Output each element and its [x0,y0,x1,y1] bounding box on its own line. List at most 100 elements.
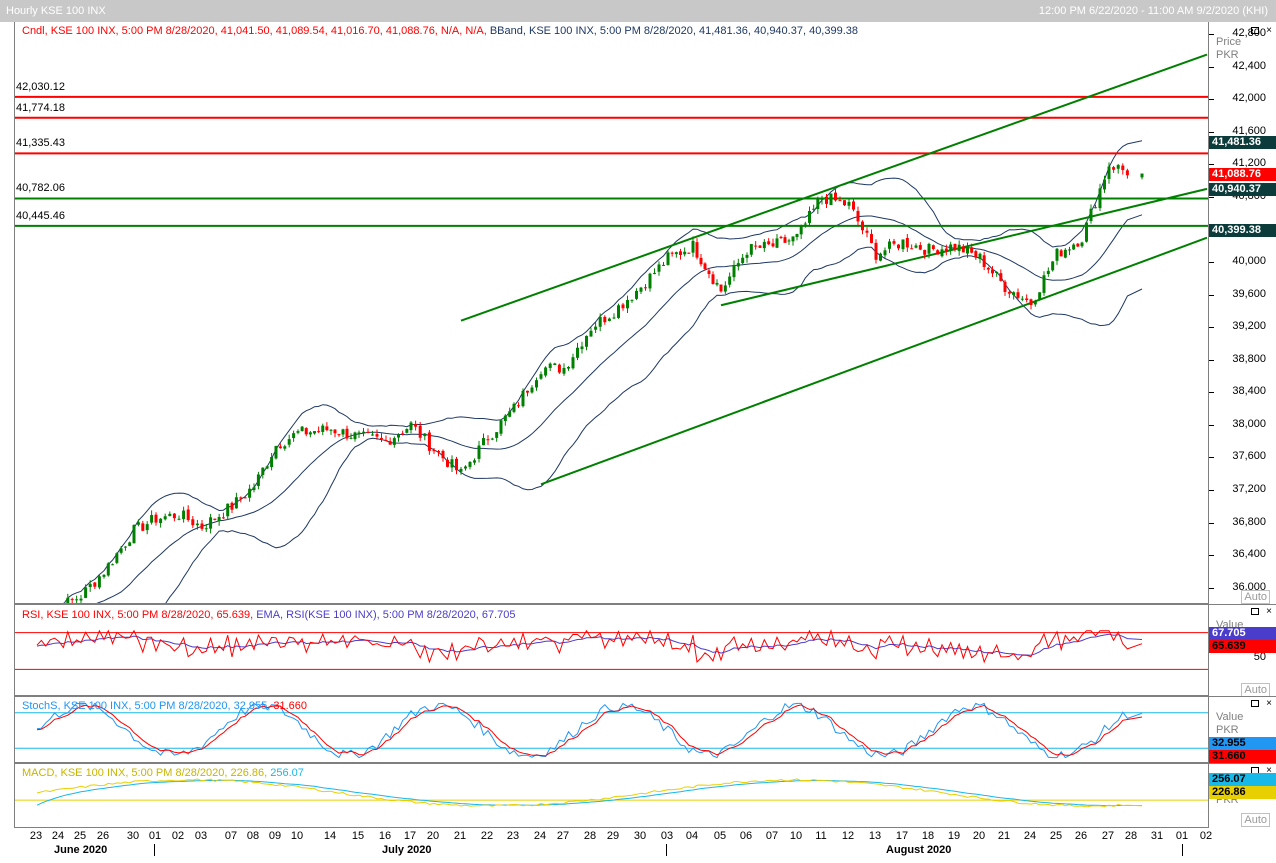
candle-body[interactable] [1116,165,1120,169]
candle-body[interactable] [995,271,999,274]
candle-body[interactable] [799,225,803,235]
candle-body[interactable] [585,335,588,347]
candle-body[interactable] [243,497,247,499]
candle-body[interactable] [317,431,321,433]
candle-body[interactable] [905,238,909,248]
candle-body[interactable] [999,273,1003,281]
candle-body[interactable] [918,245,922,250]
candle-body[interactable] [414,424,418,427]
candle-body[interactable] [418,425,422,438]
candle-body[interactable] [931,245,935,250]
candle-body[interactable] [535,380,538,388]
candle-body[interactable] [459,468,463,472]
candle-body[interactable] [795,233,799,238]
candle-body[interactable] [274,445,278,459]
macd-auto-button[interactable]: Auto [1241,813,1270,827]
candle-body[interactable] [265,466,269,469]
candle-body[interactable] [405,429,409,433]
candle-body[interactable] [723,285,727,292]
candle-body[interactable] [477,445,481,459]
candle-body[interactable] [239,497,243,499]
candle-body[interactable] [874,242,878,260]
candle-body[interactable] [901,239,905,250]
candle-body[interactable] [1140,173,1144,178]
candle-body[interactable] [630,299,634,301]
candle-body[interactable] [982,255,986,267]
candle-body[interactable] [97,576,101,588]
candle-body[interactable] [508,411,512,417]
candle-body[interactable] [252,487,256,491]
candle-body[interactable] [287,439,291,445]
candle-body[interactable] [1033,300,1037,305]
candle-body[interactable] [427,432,431,451]
candle-body[interactable] [1103,179,1106,190]
candle-body[interactable] [749,244,753,255]
candle-body[interactable] [758,245,762,248]
candle-body[interactable] [486,439,490,441]
candle-body[interactable] [621,304,625,309]
candle-body[interactable] [883,250,887,256]
candle-body[interactable] [791,236,795,242]
candle-body[interactable] [159,518,163,524]
candle-body[interactable] [172,513,176,519]
candle-body[interactable] [321,425,325,432]
candle-body[interactable] [313,431,316,434]
candle-body[interactable] [191,519,195,526]
candle-body[interactable] [910,248,914,250]
candle-body[interactable] [349,437,353,439]
candle-body[interactable] [762,241,766,249]
candle-body[interactable] [639,287,643,292]
candle-body[interactable] [829,193,833,205]
candle-body[interactable] [783,237,787,243]
candle-body[interactable] [944,248,948,252]
candle-body[interactable] [292,433,296,439]
candle-body[interactable] [1085,222,1088,242]
candle-body[interactable] [353,432,357,440]
candle-body[interactable] [226,503,230,517]
candle-body[interactable] [847,201,851,206]
candle-body[interactable] [362,431,365,433]
candle-body[interactable] [1068,249,1071,251]
candle-body[interactable] [626,300,629,309]
candle-body[interactable] [699,257,703,265]
candle-body[interactable] [1012,292,1016,295]
rsi-close-icon[interactable]: × [1266,606,1272,617]
candle-body[interactable] [437,450,440,453]
price-plot[interactable] [14,22,1209,604]
candle-body[interactable] [1059,250,1063,257]
candle-body[interactable] [1025,298,1029,300]
candle-body[interactable] [300,426,304,432]
candle-body[interactable] [745,254,749,258]
candle-body[interactable] [571,357,575,369]
candle-body[interactable] [270,457,274,468]
candle-body[interactable] [914,245,918,248]
candle-body[interactable] [230,502,234,510]
candle-body[interactable] [530,387,534,393]
candle-body[interactable] [375,434,379,437]
candle-body[interactable] [115,553,119,563]
candle-body[interactable] [991,269,994,274]
candle-body[interactable] [648,273,652,289]
candle-body[interactable] [957,244,961,251]
candle-body[interactable] [553,363,557,365]
candle-body[interactable] [562,368,566,374]
candle-body[interactable] [1029,299,1033,306]
candle-body[interactable] [612,317,616,319]
candle-body[interactable] [517,405,520,407]
candle-body[interactable] [308,432,312,435]
candle-body[interactable] [703,263,707,270]
rsi-restore-icon[interactable] [1251,608,1259,615]
trend-line[interactable] [460,53,1208,322]
candle-body[interactable] [296,431,300,433]
candle-body[interactable] [337,434,341,436]
candle-body[interactable] [66,597,70,604]
candle-body[interactable] [1046,270,1050,275]
candle-body[interactable] [446,459,449,467]
candle-body[interactable] [683,251,687,255]
candle-body[interactable] [820,197,824,200]
candle-body[interactable] [213,518,217,520]
candle-body[interactable] [195,523,199,526]
candle-body[interactable] [503,415,507,422]
candle-body[interactable] [154,514,158,523]
candle-body[interactable] [111,564,115,566]
